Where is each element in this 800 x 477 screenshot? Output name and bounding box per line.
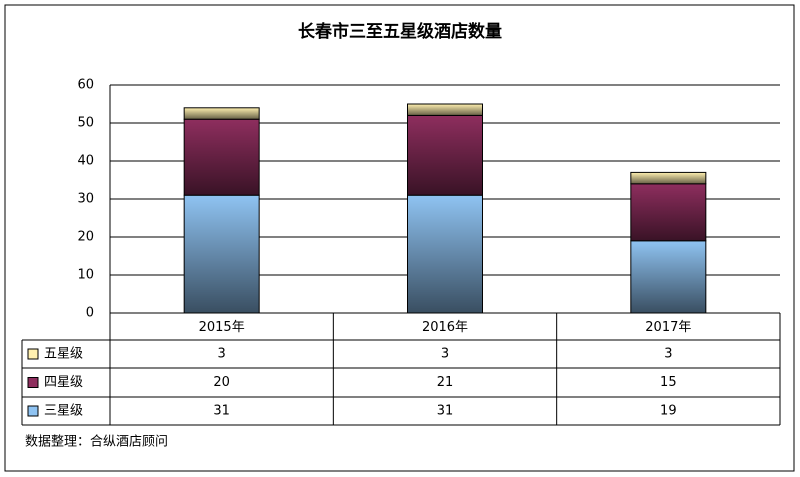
legend-label: 四星级 <box>44 375 83 390</box>
y-tick-label: 40 <box>77 154 94 169</box>
table-value: 3 <box>664 347 672 362</box>
bar-shade <box>183 107 260 120</box>
bar-shade <box>183 118 260 196</box>
x-tick-label: 2016年 <box>422 320 468 335</box>
table-value: 31 <box>437 404 454 419</box>
x-tick-label: 2015年 <box>199 320 245 335</box>
y-tick-label: 20 <box>77 230 94 245</box>
bar-shade <box>630 171 707 185</box>
table-value: 31 <box>213 404 230 419</box>
x-tick-label: 2017年 <box>645 320 691 335</box>
legend-swatch <box>27 405 39 417</box>
bar-shade <box>183 194 260 314</box>
table-value: 3 <box>441 347 449 362</box>
table-value: 21 <box>437 375 454 390</box>
y-tick-label: 50 <box>77 116 94 131</box>
y-tick-label: 10 <box>77 268 94 283</box>
table-value: 20 <box>213 375 230 390</box>
y-tick-label: 30 <box>77 192 94 207</box>
bar-shade <box>630 183 707 242</box>
bar-shade <box>407 194 483 314</box>
chart-title: 长春市三至五星级酒店数量 <box>298 21 502 42</box>
y-tick-label: 60 <box>77 78 94 93</box>
bar-shade <box>630 240 707 314</box>
legend-swatch <box>27 348 39 360</box>
legend-label: 五星级 <box>44 347 83 362</box>
y-tick-label: 0 <box>86 306 94 321</box>
source: 数据整理：合纵酒店顾问 <box>25 435 168 450</box>
bar-shade <box>407 103 483 116</box>
table-value: 19 <box>660 404 677 419</box>
bar-shade <box>407 114 483 196</box>
table-value: 15 <box>660 375 677 390</box>
legend-label: 三星级 <box>44 404 83 419</box>
table-value: 3 <box>218 347 226 362</box>
legend-swatch <box>27 377 39 388</box>
